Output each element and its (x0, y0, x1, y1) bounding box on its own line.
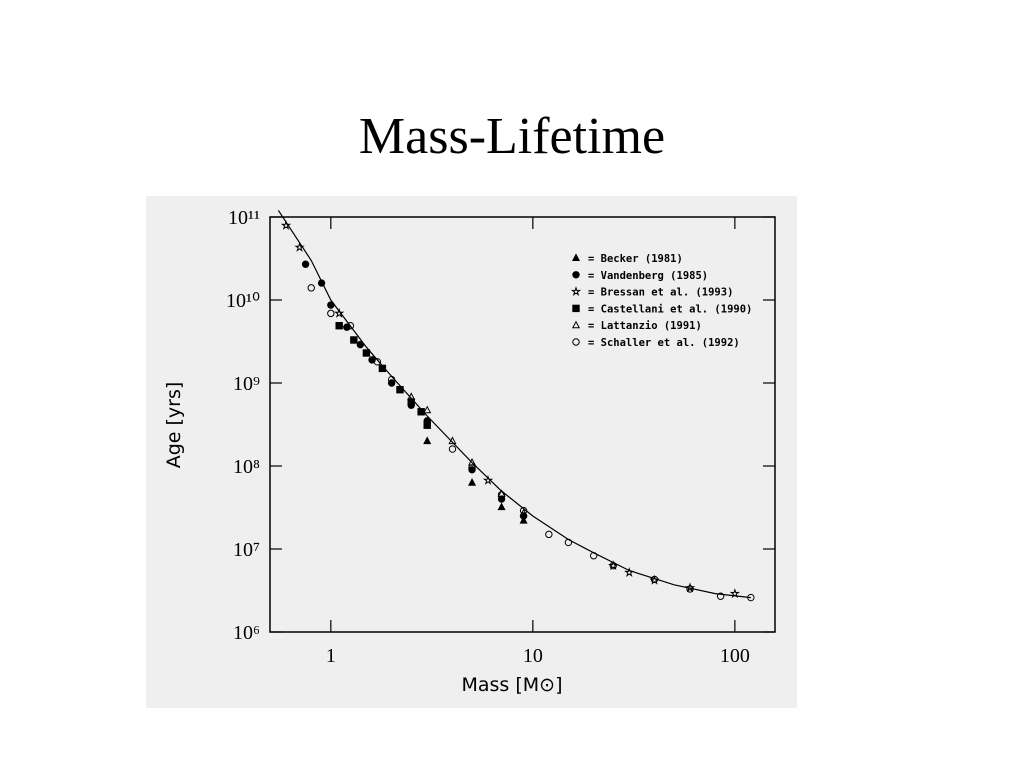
marker (327, 301, 335, 309)
marker (482, 474, 494, 485)
legend-symbol (572, 338, 580, 346)
marker (362, 349, 371, 357)
marker (589, 552, 598, 560)
marker (609, 561, 617, 570)
x-tick-label: 100 (720, 645, 750, 667)
marker (423, 436, 432, 445)
marker (519, 508, 528, 517)
y-tick-label: 10⁸ (233, 456, 260, 478)
marker (387, 375, 396, 384)
marker (519, 506, 528, 515)
legend-label: = Bressan et al. (1993) (588, 287, 733, 299)
marker (448, 436, 457, 445)
marker (423, 405, 432, 414)
marker (545, 530, 553, 539)
legend-symbol (570, 286, 582, 297)
y-tick-label: 10¹¹ (228, 207, 260, 229)
slide-title: Mass-Lifetime (359, 108, 665, 165)
marker (716, 592, 725, 600)
plot-frame (269, 216, 776, 633)
marker (346, 322, 355, 330)
marker (564, 538, 573, 547)
y-axis-label: Age [yrs] (163, 382, 185, 469)
legend-label: = Vandenberg (1985) (588, 270, 708, 282)
y-tick-label: 10⁹ (233, 373, 260, 395)
marker (378, 364, 387, 373)
marker (333, 307, 345, 318)
marker (301, 260, 310, 268)
marker (294, 241, 305, 252)
x-axis-label: Mass [M⊙] (461, 674, 562, 696)
marker (497, 491, 506, 499)
y-tick-label: 10⁶ (233, 622, 260, 644)
y-tick-label: 10⁷ (233, 539, 260, 561)
legend-symbol (571, 320, 581, 329)
legend-symbol (572, 304, 580, 313)
marker (624, 567, 635, 578)
marker (519, 515, 528, 524)
marker (396, 386, 404, 394)
legend-symbol (572, 271, 580, 279)
marker (350, 336, 358, 344)
legend-label: = Schaller et al. (1992) (588, 337, 740, 349)
legend-label: = Becker (1981) (588, 253, 683, 265)
x-tick-label: 1 (326, 645, 336, 667)
marker (747, 593, 755, 602)
marker (448, 445, 457, 453)
marker (417, 408, 425, 416)
marker (356, 340, 365, 349)
marker (467, 478, 477, 486)
marker (307, 284, 315, 292)
legend-symbol (571, 253, 581, 262)
marker (497, 502, 506, 511)
marker (317, 279, 326, 287)
marker (335, 322, 343, 330)
marker (497, 489, 506, 498)
marker (423, 419, 431, 427)
marker (407, 392, 416, 400)
chart-panel (146, 196, 797, 708)
marker (686, 585, 694, 593)
y-tick-label: 10¹⁰ (226, 290, 260, 312)
marker (468, 464, 476, 472)
marker (729, 588, 741, 599)
legend-label: = Lattanzio (1991) (588, 320, 702, 332)
marker (373, 358, 382, 366)
x-tick-label: 10 (523, 645, 543, 667)
marker (650, 575, 659, 584)
marker (327, 309, 335, 318)
marker (423, 421, 431, 429)
marker (280, 220, 292, 230)
legend-label: = Castellani et al. (1990) (588, 303, 752, 315)
marker (407, 398, 415, 406)
marker (468, 466, 476, 474)
